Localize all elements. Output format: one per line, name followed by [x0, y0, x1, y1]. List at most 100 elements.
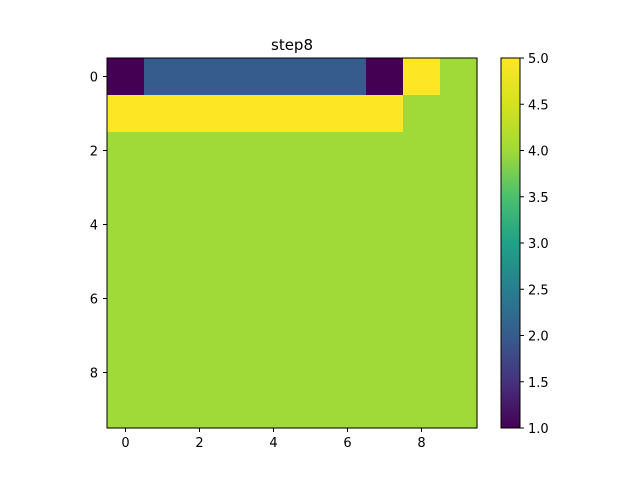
colorbar-tick-label: 3.5	[528, 191, 549, 206]
colorbar-ticks: 1.0 1.5 2.0 2.5 3.0 3.5 4.0 4.5 5.0	[520, 52, 549, 437]
heatmap-cell	[366, 58, 404, 96]
y-tick-label: 8	[90, 367, 98, 382]
heatmap-cell	[144, 206, 182, 244]
heatmap-cell	[181, 58, 219, 96]
heatmap-cell	[403, 58, 441, 96]
heatmap-cell	[255, 132, 293, 170]
heatmap-cell	[218, 95, 256, 133]
x-tick-label: 8	[417, 436, 425, 451]
heatmap-cell	[403, 95, 441, 133]
heatmap-cell	[255, 391, 293, 429]
heatmap-cell	[144, 280, 182, 318]
heatmap-cell	[255, 354, 293, 392]
heatmap-cell	[107, 132, 145, 170]
heatmap-cell	[181, 95, 219, 133]
heatmap-cell	[440, 132, 478, 170]
colorbar-tick-label: 4.5	[528, 98, 549, 113]
heatmap-cell	[292, 206, 330, 244]
colorbar-gradient	[501, 58, 520, 428]
heatmap-cell	[107, 243, 145, 281]
heatmap-cell	[107, 391, 145, 429]
colorbar: 1.0 1.5 2.0 2.5 3.0 3.5 4.0 4.5 5.0	[500, 52, 549, 437]
heatmap-cell	[329, 169, 367, 207]
x-tick-label: 6	[343, 436, 351, 451]
x-tick-label: 4	[269, 436, 277, 451]
heatmap-cell	[403, 243, 441, 281]
heatmap-cell	[218, 206, 256, 244]
heatmap-cell	[440, 317, 478, 355]
x-axis: 0 2 4 6 8	[121, 428, 426, 451]
heatmap-cell	[329, 354, 367, 392]
heatmap-cell	[107, 169, 145, 207]
heatmap-cell	[403, 354, 441, 392]
plot-area: 0 2 4 6 8 0 2 4 6 8	[90, 57, 478, 451]
heatmap-cell	[255, 280, 293, 318]
heatmap-cell	[366, 243, 404, 281]
heatmap-cell	[366, 317, 404, 355]
heatmap-cell	[366, 391, 404, 429]
heatmap-cell	[440, 206, 478, 244]
heatmap-cell	[218, 354, 256, 392]
heatmap-cell	[440, 169, 478, 207]
heatmap-cell	[440, 243, 478, 281]
heatmap-cell	[107, 58, 145, 96]
heatmap-cell	[255, 95, 293, 133]
heatmap-cell	[440, 58, 478, 96]
heatmap-cell	[329, 280, 367, 318]
heatmap-cell	[144, 354, 182, 392]
heatmap-cell	[292, 391, 330, 429]
heatmap-cell	[292, 132, 330, 170]
heatmap-cell	[218, 132, 256, 170]
heatmap-cell	[329, 206, 367, 244]
heatmap-cell	[329, 243, 367, 281]
heatmap-cell	[144, 58, 182, 96]
heatmap-cell	[107, 95, 145, 133]
heatmap-cell	[181, 169, 219, 207]
colorbar-tick-label: 4.0	[528, 145, 549, 160]
x-tick-label: 2	[195, 436, 203, 451]
heatmap-cell	[255, 243, 293, 281]
heatmap-cell	[144, 132, 182, 170]
y-tick-label: 6	[90, 293, 98, 308]
heatmap-cell	[366, 354, 404, 392]
heatmap-cell	[181, 243, 219, 281]
heatmap-cell	[218, 317, 256, 355]
heatmap-cell	[329, 132, 367, 170]
heatmap-cell	[181, 317, 219, 355]
heatmap-cell	[218, 280, 256, 318]
heatmap-cell	[292, 95, 330, 133]
heatmap-cell	[255, 206, 293, 244]
heatmap-cell	[329, 95, 367, 133]
heatmap-cell	[181, 206, 219, 244]
y-tick-label: 4	[90, 219, 98, 234]
y-axis: 0 2 4 6 8	[90, 71, 107, 382]
colorbar-tick-label: 1.0	[528, 422, 549, 437]
heatmap-cell	[440, 354, 478, 392]
heatmap-cell	[440, 391, 478, 429]
heatmap-cell	[218, 391, 256, 429]
heatmap-cell	[181, 280, 219, 318]
heatmap-cell	[366, 132, 404, 170]
heatmap-cell	[292, 58, 330, 96]
heatmap-cell	[366, 280, 404, 318]
heatmap-cell	[255, 169, 293, 207]
colorbar-tick-label: 3.0	[528, 237, 549, 252]
heatmap-cell	[403, 391, 441, 429]
heatmap-cell	[329, 58, 367, 96]
heatmap-cell	[403, 169, 441, 207]
heatmap-cell	[107, 280, 145, 318]
heatmap-cell	[292, 169, 330, 207]
heatmap-cell	[366, 206, 404, 244]
y-tick-label: 2	[90, 145, 98, 160]
heatmap-cell	[366, 95, 404, 133]
colorbar-tick-label: 5.0	[528, 52, 549, 67]
heatmap-cell	[107, 317, 145, 355]
heatmap-cell	[181, 132, 219, 170]
heatmap-cell	[144, 317, 182, 355]
heatmap-cell	[255, 58, 293, 96]
y-tick-label: 0	[90, 71, 98, 86]
heatmap-cell	[144, 243, 182, 281]
heatmap-cell	[144, 169, 182, 207]
heatmap-cell	[403, 317, 441, 355]
